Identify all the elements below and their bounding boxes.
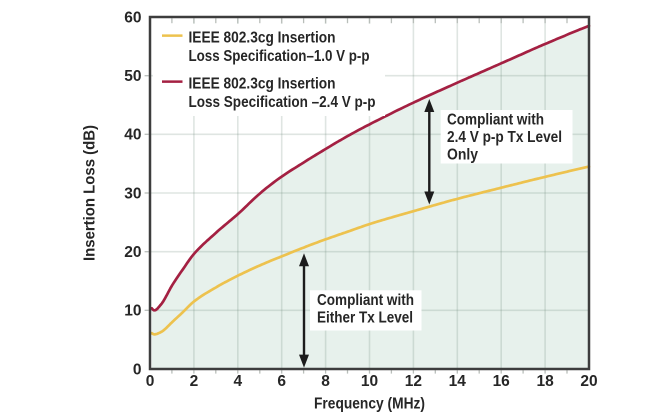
svg-text:16: 16: [493, 373, 511, 390]
svg-text:4: 4: [233, 373, 242, 390]
svg-text:18: 18: [536, 373, 554, 390]
svg-text:0: 0: [133, 361, 142, 378]
svg-text:50: 50: [124, 68, 141, 85]
svg-text:10: 10: [361, 373, 378, 390]
svg-text:Loss Specification–1.0 V p-p: Loss Specification–1.0 V p-p: [189, 48, 370, 65]
svg-text:60: 60: [124, 9, 141, 26]
svg-text:30: 30: [124, 185, 141, 202]
svg-text:40: 40: [124, 127, 141, 144]
svg-text:Loss Specification –2.4 V p-p: Loss Specification –2.4 V p-p: [189, 94, 376, 111]
svg-text:IEEE 802.3cg Insertion: IEEE 802.3cg Insertion: [189, 76, 336, 93]
svg-text:Compliant with: Compliant with: [317, 292, 414, 309]
svg-text:8: 8: [321, 373, 330, 390]
svg-text:2.4 V p-p Tx Level: 2.4 V p-p Tx Level: [447, 129, 562, 146]
svg-text:Insertion Loss (dB): Insertion Loss (dB): [82, 125, 99, 261]
svg-text:Only: Only: [447, 147, 478, 164]
svg-text:0: 0: [146, 373, 155, 390]
svg-text:Frequency (MHz): Frequency (MHz): [314, 395, 425, 412]
svg-text:2: 2: [190, 373, 199, 390]
svg-text:20: 20: [124, 244, 141, 261]
svg-text:IEEE 802.3cg Insertion: IEEE 802.3cg Insertion: [189, 29, 336, 46]
svg-text:Compliant with: Compliant with: [447, 111, 544, 128]
svg-text:6: 6: [277, 373, 286, 390]
svg-text:10: 10: [124, 303, 141, 320]
svg-text:Either Tx Level: Either Tx Level: [317, 310, 413, 327]
svg-text:20: 20: [580, 373, 597, 390]
svg-text:12: 12: [405, 373, 422, 390]
svg-text:14: 14: [449, 373, 467, 390]
